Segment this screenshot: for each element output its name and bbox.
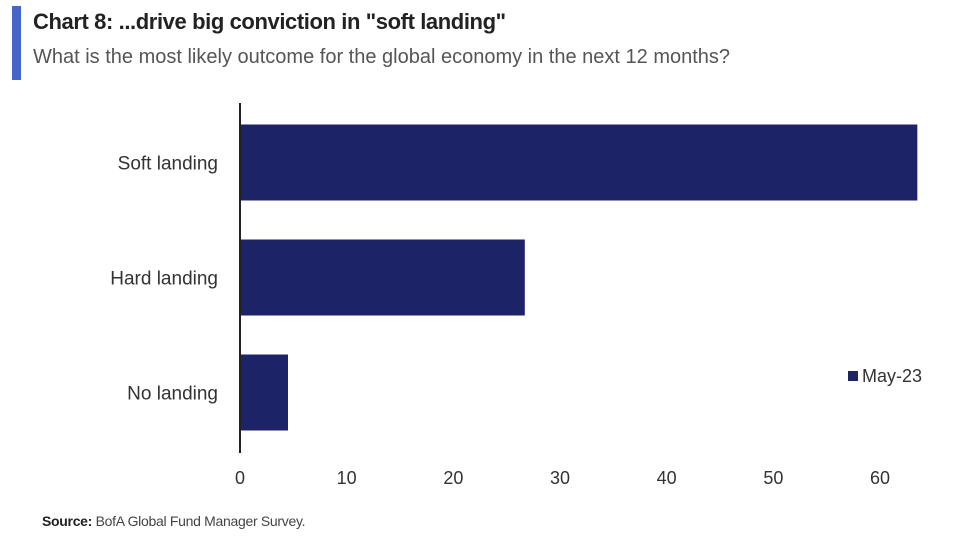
chart-title: Chart 8: ...drive big conviction in "sof…	[33, 9, 506, 34]
x-tick-label: 40	[657, 468, 677, 488]
legend-swatch	[848, 371, 858, 381]
bar-no-landing	[240, 354, 288, 431]
title-accent-bar	[12, 6, 21, 80]
source-note: Source: BofA Global Fund Manager Survey.	[42, 513, 306, 529]
source-text: BofA Global Fund Manager Survey.	[95, 513, 306, 529]
x-tick-label: 60	[870, 468, 890, 488]
category-label: No landing	[127, 384, 218, 405]
chart-subtitle: What is the most likely outcome for the …	[33, 46, 731, 68]
source-label: Source:	[42, 513, 93, 529]
x-tick-label: 0	[235, 468, 245, 488]
category-label: Soft landing	[118, 154, 218, 175]
x-tick-label: 30	[550, 468, 570, 488]
x-tick-label: 50	[763, 468, 783, 488]
category-label: Hard landing	[110, 269, 218, 290]
bar-hard-landing	[240, 239, 525, 316]
bar-soft-landing	[240, 124, 918, 201]
x-tick-label: 20	[443, 468, 463, 488]
legend-label: May-23	[862, 366, 922, 386]
x-tick-label: 10	[337, 468, 357, 488]
